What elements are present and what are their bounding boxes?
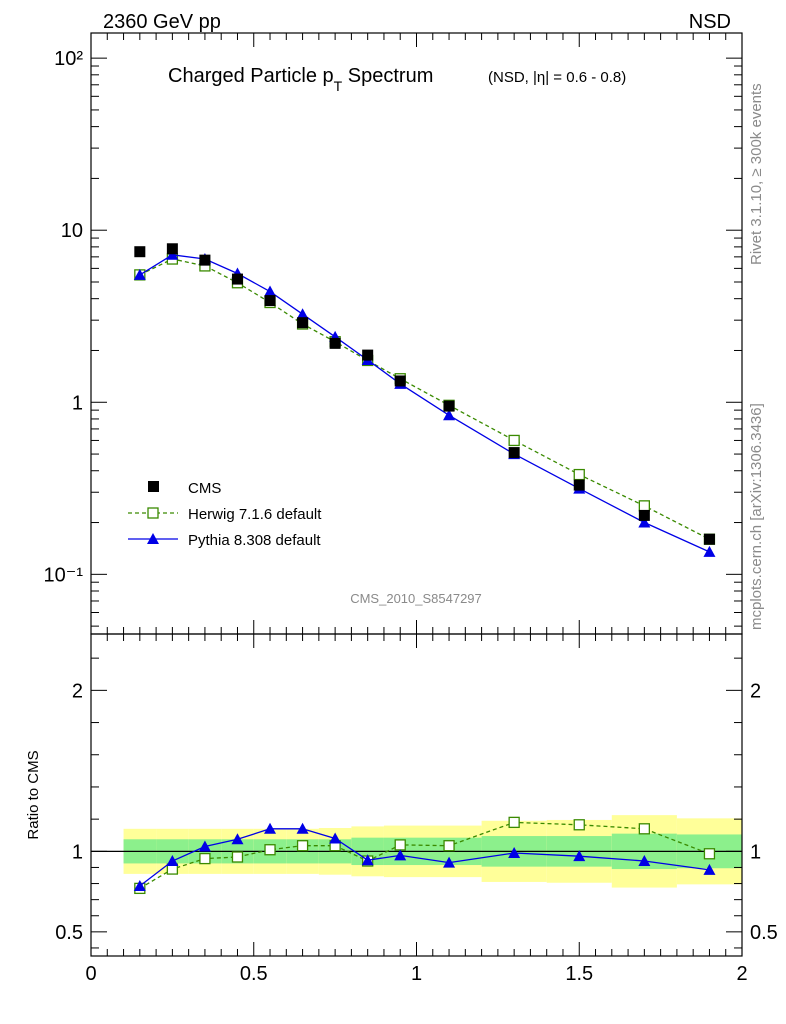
main-point-cms-10 [508, 447, 520, 459]
x-tick-label-1: 0.5 [240, 963, 268, 985]
legend-marker-herwig [147, 507, 159, 519]
ratio-point-herwig-7-1-6-default-12 [638, 823, 650, 835]
ratio-ytick-label-left-0: 0.5 [55, 922, 83, 944]
ratio-ytick-label-right-2: 2 [750, 680, 761, 702]
ratio-marks [133, 816, 716, 895]
title-subscript: T [334, 78, 343, 94]
main-marks [133, 243, 716, 557]
main-point-pythia-8-308-default-5 [296, 308, 309, 320]
ratio-point-herwig-7-1-6-default-10 [508, 816, 520, 829]
main-point-cms-13 [703, 533, 715, 545]
ratio-point-pythia-8-308-default-11 [573, 850, 586, 862]
ratio-point-pythia-8-308-default-8 [394, 849, 407, 861]
main-point-herwig-7-1-6-default-11 [573, 468, 585, 481]
main-point-pythia-8-308-default-13 [703, 545, 716, 557]
legend-item-pythia: Pythia 8.308 default [128, 532, 321, 549]
legend-item-herwig: Herwig 7.1.6 default [128, 506, 322, 523]
main-point-pythia-8-308-default-9 [443, 409, 456, 421]
main-ytick-label-2: 10 [61, 220, 83, 242]
main-point-herwig-7-1-6-default-12 [638, 500, 650, 512]
main-point-pythia-8-308-default-12 [638, 516, 651, 528]
ratio-ytick-label-right-0: 0.5 [750, 922, 778, 944]
legend: CMS Herwig 7.1.6 default Pythia 8.308 de… [128, 480, 322, 549]
main-point-cms-4 [264, 295, 276, 307]
legend-marker-pythia [147, 533, 159, 544]
x-tick-label-3: 1.5 [565, 963, 593, 985]
x-tick-label-0: 0 [85, 963, 96, 985]
ratio-point-pythia-8-308-default-4 [264, 822, 277, 834]
ratio-y-tick-labels: 0.5 0.5 1 1 2 2 [55, 680, 778, 944]
main-point-cms-9 [443, 400, 455, 412]
ratio-point-pythia-8-308-default-10 [508, 846, 521, 858]
ratio-point-pythia-8-308-default-13 [703, 863, 716, 875]
main-axis-ticks [90, 33, 743, 634]
ratio-point-herwig-7-1-6-default-11 [573, 819, 585, 831]
rivet-label: Rivet 3.1.10, ≥ 300k events [748, 83, 765, 265]
ratio-ytick-label-left-2: 2 [72, 680, 83, 702]
ratio-frame [90, 633, 743, 957]
main-ytick-label-3: 10² [54, 48, 83, 70]
legend-label-cms: CMS [188, 480, 221, 497]
main-point-cms-2 [199, 254, 211, 266]
main-ytick-label-1: 1 [72, 392, 83, 414]
chart-title-small: (NSD, |η| = 0.6 - 0.8) [488, 69, 626, 86]
ratio-ytick-label-left-1: 1 [72, 841, 83, 863]
ratio-line-pythia-8-308-default [139, 828, 710, 887]
ratio-point-pythia-8-308-default-9 [443, 856, 456, 868]
main-point-cms-1 [166, 243, 178, 255]
legend-label-herwig: Herwig 7.1.6 default [188, 506, 322, 523]
ratio-panel: 0.5 0.51 12 2 0 0.5 1 1.5 2 Ratio to CMS [25, 633, 778, 985]
analysis-reference: CMS_2010_S8547297 [350, 591, 482, 606]
x-tick-label-4: 2 [736, 963, 747, 985]
main-line-herwig-7-1-6-default [139, 258, 710, 540]
main-point-cms-5 [297, 317, 309, 329]
ratio-point-pythia-8-308-default-2 [198, 840, 211, 852]
header-right: NSD [689, 11, 731, 33]
ratio-point-herwig-7-1-6-default-4 [264, 844, 276, 856]
ratio-point-pythia-8-308-default-12 [638, 855, 651, 867]
main-ytick-label-0: 10⁻¹ [44, 564, 84, 586]
mcplots-label: mcplots.cern.ch [arXiv:1306.3436] [748, 403, 765, 630]
ratio-point-pythia-8-308-default-5 [296, 822, 309, 834]
chart-title: Charged Particle pT Spectrum [168, 65, 433, 94]
x-tick-labels: 0 0.5 1 1.5 2 [85, 963, 747, 985]
main-point-cms-0 [134, 246, 146, 258]
ratio-point-herwig-7-1-6-default-3 [231, 851, 244, 863]
ratio-point-pythia-8-308-default-0 [133, 879, 146, 891]
main-point-cms-8 [394, 375, 406, 387]
main-point-herwig-7-1-6-default-10 [508, 434, 520, 447]
main-point-cms-12 [638, 509, 650, 521]
x-tick-label-2: 1 [411, 963, 422, 985]
ratio-point-herwig-7-1-6-default-9 [443, 840, 455, 852]
header-left: 2360 GeV pp [103, 11, 221, 33]
main-y-tick-labels: 10⁻¹ 1 10 10² [44, 48, 84, 586]
ratio-ylabel: Ratio to CMS [25, 750, 42, 839]
ratio-point-pythia-8-308-default-3 [231, 833, 244, 845]
ratio-point-herwig-7-1-6-default-2 [199, 852, 211, 865]
ratio-ytick-label-right-1: 1 [750, 841, 761, 863]
legend-item-cms: CMS [148, 480, 221, 497]
main-point-pythia-8-308-default-0 [133, 268, 146, 280]
ratio-point-pythia-8-308-default-1 [166, 855, 179, 867]
legend-marker-cms [148, 481, 159, 492]
main-point-pythia-8-308-default-4 [264, 285, 277, 297]
title-main: Charged Particle p [168, 65, 334, 87]
ratio-point-pythia-8-308-default-6 [329, 832, 342, 844]
ratio-axis-ticks [90, 634, 743, 956]
main-point-cms-7 [362, 349, 374, 361]
main-point-cms-6 [329, 337, 341, 349]
legend-label-pythia: Pythia 8.308 default [188, 532, 321, 549]
title-tail: Spectrum [342, 65, 433, 87]
ratio-point-herwig-7-1-6-default-8 [394, 839, 406, 851]
main-point-cms-11 [573, 479, 585, 491]
ratio-point-herwig-7-1-6-default-5 [296, 840, 309, 852]
ratio-point-herwig-7-1-6-default-13 [703, 848, 716, 860]
main-point-cms-3 [231, 273, 243, 285]
ratio-point-pythia-8-308-default-7 [361, 854, 374, 866]
